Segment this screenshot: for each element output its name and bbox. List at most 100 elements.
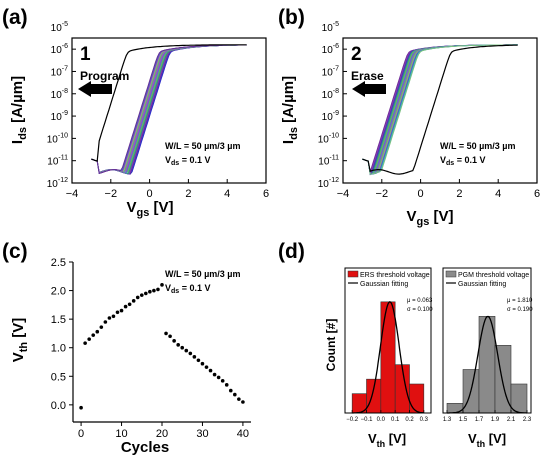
y-tick-label: 10-6 bbox=[51, 43, 68, 56]
data-point bbox=[111, 314, 116, 319]
x-tick-label: 0 bbox=[147, 188, 153, 200]
legend-label: PGM threshold voltage bbox=[458, 272, 529, 279]
data-point bbox=[152, 288, 156, 293]
stat-sigma: σ = 0.100 bbox=[407, 307, 433, 313]
panel-a: −4 −2 0 2 4 6 10-12 10-11 10-10 10-9 10-8 10-7 10-6 1… bbox=[9, 21, 269, 219]
stat-sigma: σ = 0.190 bbox=[507, 307, 533, 313]
legend-label: Gaussian fitting bbox=[458, 281, 506, 288]
data-point bbox=[135, 295, 140, 300]
histogram-bar bbox=[366, 378, 382, 414]
histogram-bar bbox=[409, 383, 425, 414]
data-point bbox=[172, 339, 176, 343]
y-tick-label: 10-7 bbox=[322, 65, 339, 78]
y-tick-label: 10-8 bbox=[322, 88, 339, 101]
panel-d-right-xlabel: Vth [V] bbox=[468, 431, 506, 449]
histogram-frame bbox=[442, 267, 532, 414]
x-tick-label: −0.2 bbox=[346, 417, 359, 423]
data-point bbox=[131, 299, 136, 303]
data-point bbox=[196, 358, 201, 363]
panel-a-vds: Vds = 0.1 V bbox=[165, 155, 210, 167]
data-point bbox=[160, 283, 164, 287]
data-point bbox=[95, 329, 100, 334]
legend-swatch bbox=[347, 270, 359, 278]
y-tick-label: 10-12 bbox=[47, 177, 68, 190]
panel-a-xlabel: Vgs [V] bbox=[126, 199, 173, 219]
x-tick-label: 2.3 bbox=[523, 417, 532, 423]
x-tick-label: −2 bbox=[376, 188, 389, 200]
data-point bbox=[237, 397, 241, 401]
data-point bbox=[164, 331, 168, 336]
legend-label: Gaussian fitting bbox=[360, 281, 408, 288]
data-point bbox=[115, 310, 120, 315]
data-point bbox=[123, 304, 128, 309]
y-tick-label: 10-9 bbox=[322, 110, 339, 123]
panel-b-arrow-text: Erase bbox=[351, 69, 384, 83]
transfer-curve bbox=[91, 44, 247, 174]
data-point bbox=[241, 400, 245, 404]
x-tick-label: −4 bbox=[66, 188, 79, 200]
y-tick-label: 10-11 bbox=[47, 155, 68, 168]
x-tick-label: −2 bbox=[105, 188, 118, 200]
data-point bbox=[99, 325, 104, 329]
data-point bbox=[184, 348, 189, 353]
x-tick-label: 2 bbox=[185, 188, 191, 200]
transfer-curve bbox=[91, 44, 247, 174]
x-tick-label: −4 bbox=[337, 188, 350, 200]
panel-b: −4 −2 0 2 4 6 10-12 10-11 10-10 10-9 10-8 10-7 10-6 1… bbox=[280, 21, 540, 228]
x-tick-label: 0.2 bbox=[405, 417, 414, 423]
panel-a-label: (a) bbox=[2, 6, 28, 29]
panel-a-arrow-text: Program bbox=[80, 69, 129, 83]
panel-a-ylabel: Ids [A/µm] bbox=[9, 76, 29, 144]
panel-b-wl: W/L = 50 µm/3 µm bbox=[440, 141, 515, 151]
panel-b-ylabel: Ids [A/µm] bbox=[280, 76, 300, 144]
arrow-left-icon bbox=[352, 81, 386, 97]
data-point bbox=[176, 343, 180, 347]
x-tick-label: 0 bbox=[418, 188, 424, 200]
data-point bbox=[204, 365, 209, 369]
stat-mu: μ = 1.810 bbox=[507, 298, 533, 304]
panel-a-number: 1 bbox=[80, 44, 91, 65]
data-point bbox=[87, 337, 91, 341]
panel-d-left-xlabel: Vth [V] bbox=[368, 431, 406, 449]
y-tick-label: 10-8 bbox=[51, 88, 68, 101]
panel-b-number: 2 bbox=[351, 44, 362, 65]
y-tick-label: 1.5 bbox=[51, 314, 66, 326]
panel-b-vds: Vds = 0.1 V bbox=[440, 155, 485, 167]
y-tick-label: 10-9 bbox=[51, 110, 68, 123]
data-point bbox=[216, 375, 221, 380]
data-point bbox=[119, 308, 124, 313]
y-tick-label: 10-5 bbox=[51, 21, 68, 34]
panel-c-xlabel: Cycles bbox=[121, 439, 169, 456]
x-tick-label: 0.3 bbox=[420, 417, 429, 423]
data-point bbox=[107, 316, 112, 320]
panel-b-label: (b) bbox=[278, 6, 305, 29]
data-point bbox=[79, 405, 83, 410]
histogram-frame bbox=[344, 267, 432, 414]
data-point bbox=[180, 345, 185, 350]
panel-c-wl: W/L = 50 µm/3 µm bbox=[165, 269, 240, 279]
panel-a-curves bbox=[91, 44, 247, 175]
y-tick-label: 2.5 bbox=[51, 257, 66, 269]
y-tick-label: 2.0 bbox=[51, 286, 66, 298]
x-tick-label: 6 bbox=[534, 188, 540, 200]
y-tick-label: 10-6 bbox=[322, 43, 339, 56]
panel-c: 0 10 20 30 40 0.0 0.5 1.0 1.5 2.0 2.5 W/L = 50 µm/… bbox=[10, 257, 251, 456]
y-tick-label: 10-5 bbox=[322, 21, 339, 34]
x-tick-label: 4 bbox=[224, 188, 230, 200]
data-point bbox=[127, 302, 132, 307]
histogram-bar bbox=[478, 316, 496, 414]
x-tick-label: 0.1 bbox=[391, 417, 400, 423]
data-point bbox=[228, 388, 233, 393]
data-point bbox=[144, 291, 148, 296]
x-tick-label: 2.1 bbox=[507, 417, 516, 423]
panel-d-right: 1.3 1.5 1.7 1.9 2.1 2.3 PGM threshold voltage G… bbox=[442, 267, 533, 423]
transfer-curve bbox=[91, 44, 247, 174]
data-point bbox=[233, 392, 237, 397]
arrow-left-icon bbox=[78, 81, 112, 97]
transfer-curve bbox=[91, 44, 247, 174]
x-tick-label: 1.5 bbox=[459, 417, 468, 423]
panel-b-curves bbox=[362, 44, 518, 176]
data-point bbox=[83, 341, 87, 345]
panel-c-vds: Vds = 0.1 V bbox=[165, 283, 210, 295]
